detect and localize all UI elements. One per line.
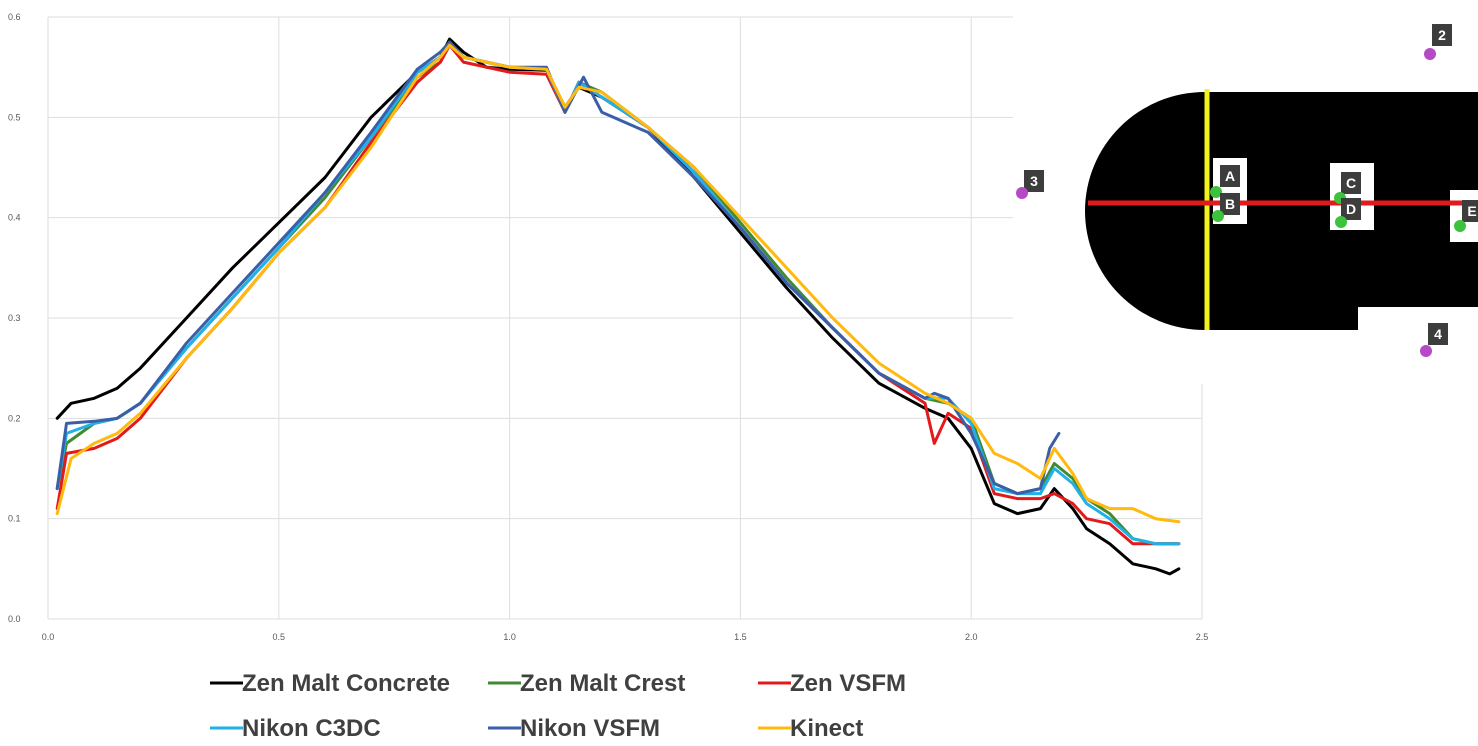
target-d-dot [1335,216,1347,228]
legend-label-nikon-vsfm: Nikon VSFM [520,715,660,741]
station-3-dot [1016,187,1028,199]
target-a-label: A [1225,168,1235,184]
x-tick-label: 2.5 [1196,632,1209,642]
station-4-dot [1420,345,1432,357]
y-tick-label: 0.0 [8,614,21,624]
inset-markers: 2 3 4 AB CD E [1016,24,1478,357]
target-b-dot [1212,210,1224,222]
target-e-label: E [1467,203,1476,219]
target-d-label: D [1346,201,1356,217]
target-c-label-box [1341,172,1361,194]
y-axis-ticks: 0.0 0.1 0.2 0.3 0.4 0.5 0.6 [8,12,21,624]
target-c-label: C [1346,175,1356,191]
station-3-label: 3 [1030,173,1038,189]
target-b-label-box [1220,193,1240,215]
x-axis-ticks: 0.0 0.5 1.0 1.5 2.0 2.5 [42,632,1209,642]
chart-legend: Zen Malt Concrete Zen Malt Crest Zen VSFM N… [210,670,906,742]
legend-label-zen-malt-crest: Zen Malt Crest [520,670,685,697]
x-tick-label: 0.5 [273,632,286,642]
y-tick-label: 0.2 [8,413,21,423]
structure-outline [1085,92,1478,330]
series-lines [55,37,1181,576]
series-line-kinect [55,43,1181,524]
legend-label-nikon-c3dc: Nikon C3DC [242,715,381,741]
x-tick-label: 1.0 [503,632,516,642]
station-2-label: 2 [1438,27,1446,43]
x-tick-label: 2.0 [965,632,978,642]
y-tick-label: 0.6 [8,12,21,22]
legend-label-zen-vsfm: Zen VSFM [790,670,906,697]
inset-diagram: 2 3 4 AB CD E [1013,14,1478,384]
target-d-label-box [1341,198,1361,220]
target-e-label-box [1462,200,1478,222]
series-line-nikon-vsfm [55,40,1061,496]
station-2-dot [1424,48,1436,60]
legend-label-zen-malt-concrete: Zen Malt Concrete [242,670,450,697]
y-tick-label: 0.3 [8,313,21,323]
x-tick-label: 1.5 [734,632,747,642]
station-3-label-box [1024,170,1044,192]
target-a-dot [1210,186,1222,198]
x-tick-label: 0.0 [42,632,55,642]
station-2-label-box [1432,24,1452,46]
station-4-label-box [1428,323,1448,345]
series-line-nikon-c3dc [55,40,1181,546]
y-tick-label: 0.1 [8,514,21,524]
y-tick-label: 0.4 [8,213,21,223]
y-tick-label: 0.5 [8,112,21,122]
legend-label-kinect: Kinect [790,715,863,741]
target-b-label: B [1225,196,1235,212]
structure-notch [1334,287,1361,308]
station-4-label: 4 [1434,326,1442,342]
target-a-label-box [1220,165,1240,187]
target-e-dot [1454,220,1466,232]
